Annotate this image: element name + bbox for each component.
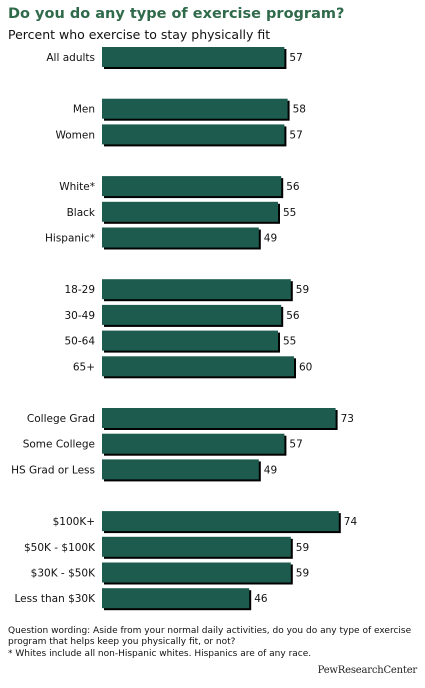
bar-2: Women 57 bbox=[55, 124, 303, 147]
bar-rect bbox=[102, 536, 291, 557]
bar-1: Men 58 bbox=[73, 98, 306, 121]
bar-rect bbox=[102, 459, 259, 480]
bar-rect bbox=[102, 562, 291, 583]
bar-rect bbox=[102, 330, 278, 351]
value-label: 57 bbox=[289, 129, 302, 141]
bar-rect bbox=[102, 98, 288, 119]
bar-rect bbox=[102, 588, 250, 609]
bar-15: $30K - $50K 59 bbox=[31, 562, 309, 585]
bar-7: 30-49 56 bbox=[64, 304, 300, 327]
bar-16: Less than $30K 46 bbox=[14, 588, 268, 611]
question-wording-note: Question wording: Aside from your normal… bbox=[8, 626, 412, 647]
category-label: $30K - $50K bbox=[31, 568, 96, 580]
value-label: 59 bbox=[296, 284, 309, 296]
bar-rect bbox=[102, 279, 291, 300]
bar-rect bbox=[102, 124, 285, 145]
value-label: 46 bbox=[254, 593, 268, 605]
bar-chart: All adults 57 Men 58 Women 57 White* 56 Black 55 H… bbox=[11, 47, 358, 611]
bar-rect bbox=[102, 201, 278, 222]
category-label: College Grad bbox=[27, 413, 95, 425]
bar-0: All adults 57 bbox=[46, 47, 303, 69]
bar-rect bbox=[102, 511, 339, 532]
category-label: All adults bbox=[46, 52, 95, 64]
value-label: 58 bbox=[293, 104, 306, 116]
chart-title: Do you do any type of exercise program? bbox=[8, 6, 345, 22]
value-label: 55 bbox=[283, 207, 296, 219]
category-label: $100K+ bbox=[53, 516, 95, 528]
bar-11: Some College 57 bbox=[23, 433, 303, 456]
value-label: 55 bbox=[283, 336, 296, 348]
bar-8: 50-64 55 bbox=[64, 330, 296, 353]
category-label: $50K - $100K bbox=[24, 542, 96, 554]
pew-research-center-logo: PewResearchCenter bbox=[317, 665, 418, 676]
category-label: 50-64 bbox=[64, 336, 95, 348]
category-label: Men bbox=[73, 104, 95, 116]
value-label: 49 bbox=[264, 233, 277, 245]
bar-10: College Grad 73 bbox=[27, 408, 354, 430]
bar-4: Black 55 bbox=[67, 201, 296, 224]
chart-subtitle: Percent who exercise to stay physically … bbox=[8, 27, 271, 42]
value-label: 57 bbox=[289, 52, 302, 64]
category-label: Less than $30K bbox=[14, 593, 96, 605]
value-label: 59 bbox=[296, 568, 309, 580]
bar-rect bbox=[102, 227, 259, 248]
bar-rect bbox=[102, 176, 282, 197]
category-label: Black bbox=[67, 207, 96, 219]
bar-3: White* 56 bbox=[59, 176, 300, 199]
value-label: 74 bbox=[344, 516, 358, 528]
category-label: Hispanic* bbox=[45, 233, 95, 245]
category-label: White* bbox=[59, 181, 95, 193]
value-label: 56 bbox=[286, 310, 300, 322]
footnote: * Whites include all non-Hispanic whites… bbox=[8, 649, 312, 659]
value-label: 59 bbox=[296, 542, 309, 554]
category-label: HS Grad or Less bbox=[11, 464, 95, 476]
bar-rect bbox=[102, 304, 282, 325]
category-label: Some College bbox=[23, 439, 95, 451]
bar-9: 65+ 60 bbox=[73, 356, 312, 379]
bar-12: HS Grad or Less 49 bbox=[11, 459, 277, 482]
bar-rect bbox=[102, 356, 294, 377]
value-label: 49 bbox=[264, 464, 277, 476]
value-label: 57 bbox=[289, 439, 302, 451]
category-label: 30-49 bbox=[64, 310, 95, 322]
bar-6: 18-29 59 bbox=[64, 279, 309, 302]
bar-14: $50K - $100K 59 bbox=[24, 536, 309, 559]
value-label: 73 bbox=[341, 413, 354, 425]
value-label: 60 bbox=[299, 361, 312, 373]
bar-rect bbox=[102, 408, 336, 428]
category-label: 18-29 bbox=[64, 284, 95, 296]
value-label: 56 bbox=[286, 181, 300, 193]
bar-rect bbox=[102, 433, 285, 454]
bar-13: $100K+ 74 bbox=[53, 511, 358, 534]
bar-5: Hispanic* 49 bbox=[45, 227, 277, 250]
bar-rect bbox=[102, 47, 285, 67]
category-label: 65+ bbox=[73, 361, 95, 373]
category-label: Women bbox=[55, 129, 95, 141]
